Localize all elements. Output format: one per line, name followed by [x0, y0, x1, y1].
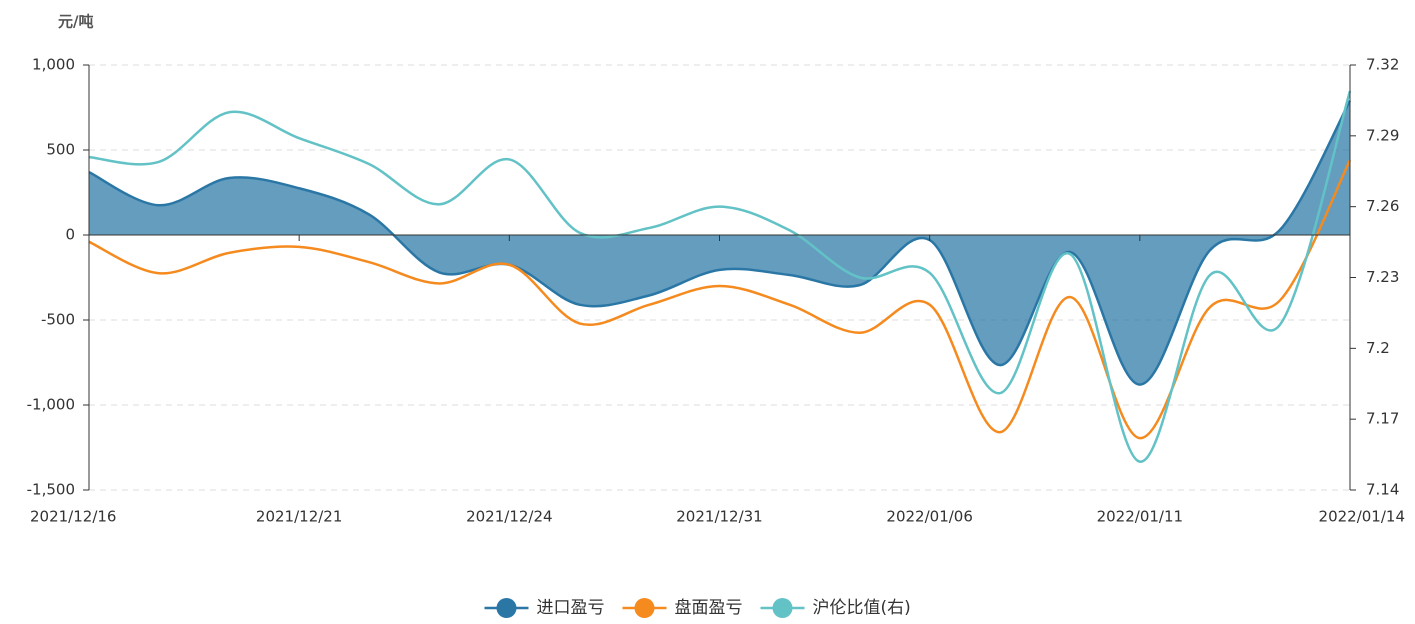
- x-tick-label: 2022/01/06: [886, 508, 972, 526]
- y2-tick-label: 7.26: [1366, 197, 1399, 215]
- series-line: [88, 100, 1352, 386]
- y-tick-label: 1,000: [32, 56, 75, 74]
- y2-tick-label: 7.32: [1366, 56, 1399, 74]
- legend-marker: [496, 598, 517, 618]
- legend-label: 沪伦比值(右): [813, 598, 911, 618]
- y2-tick-label: 7.2: [1366, 339, 1390, 357]
- legend-label: 进口盈亏: [537, 598, 605, 618]
- series-line: [88, 159, 1352, 440]
- areas: [89, 100, 1350, 385]
- x-tick-label: 2021/12/31: [676, 508, 762, 526]
- x-tick-label: 2022/01/14: [1319, 508, 1405, 526]
- legend-label: 盘面盈亏: [675, 598, 743, 618]
- y-tick-label: 500: [46, 141, 75, 159]
- area: [89, 100, 1350, 385]
- lines: [88, 90, 1352, 463]
- y2-tick-label: 7.14: [1366, 481, 1399, 499]
- legend: 进口盈亏 盘面盈亏 沪伦比值(右): [484, 598, 911, 618]
- y-tick-label: -500: [41, 311, 75, 329]
- y2-tick-label: 7.23: [1366, 268, 1399, 286]
- y2-tick-label: 7.29: [1366, 126, 1399, 144]
- y2-tick-label: 7.17: [1366, 410, 1399, 428]
- y-axis-label: 元/吨: [58, 13, 93, 31]
- series-line: [88, 90, 1352, 463]
- legend-marker: [772, 598, 793, 618]
- x-tick-label: 2021/12/24: [466, 508, 552, 526]
- y-tick-label: 0: [65, 226, 75, 244]
- x-tick-label: 2021/12/16: [30, 508, 116, 526]
- x-tick-label: 2021/12/21: [256, 508, 342, 526]
- legend-marker: [634, 598, 655, 618]
- y-tick-label: -1,000: [27, 396, 75, 414]
- grid: [89, 64, 1350, 491]
- x-tick-label: 2022/01/11: [1097, 508, 1183, 526]
- y-tick-label: -1,500: [27, 481, 75, 499]
